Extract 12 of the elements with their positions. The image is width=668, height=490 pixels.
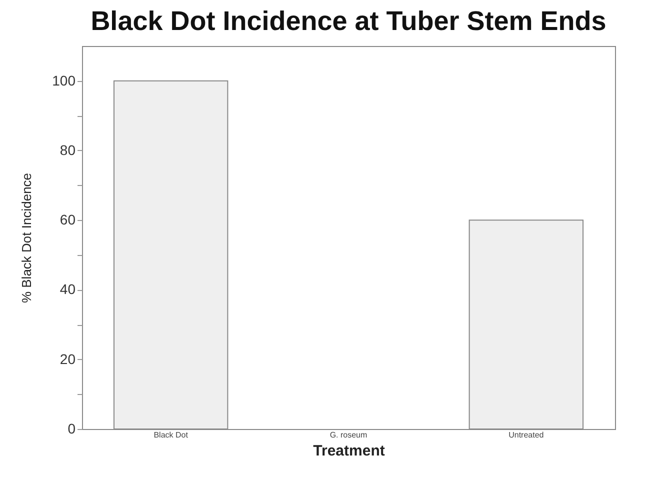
y-axis-title: % Black Dot Incidence — [19, 172, 34, 304]
y-tick-label: 40 — [60, 281, 76, 298]
x-axis-title: Treatment — [313, 442, 385, 460]
y-tick-label: 60 — [60, 212, 76, 228]
y-tick-label: 0 — [68, 420, 76, 436]
chart-title: Black Dot Incidence at Tuber Stem Ends — [90, 6, 606, 36]
x-tick-label: Untreated — [508, 430, 544, 440]
x-tick-label: G. roseum — [330, 430, 368, 440]
y-tick-label: 80 — [60, 142, 76, 158]
y-tick-label: 20 — [60, 350, 76, 367]
x-tick-label: Black Dot — [154, 430, 189, 440]
y-tick-label: 100 — [52, 72, 76, 88]
